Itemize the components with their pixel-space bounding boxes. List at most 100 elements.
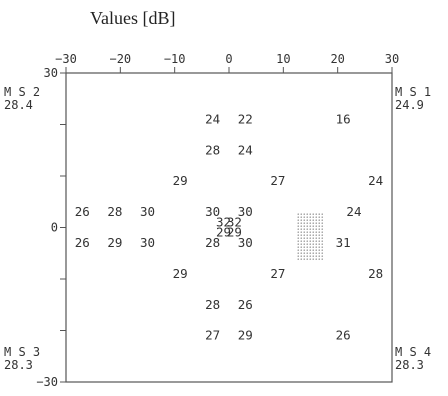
blind-spot-dot	[318, 237, 320, 239]
blind-spot-dot	[300, 228, 302, 230]
blind-spot-dot	[312, 216, 314, 218]
ms3-label: M S 328.3	[4, 345, 40, 372]
blind-spot-dot	[315, 255, 317, 257]
blind-spot-dot	[312, 255, 314, 257]
blind-spot-dot	[315, 225, 317, 227]
blind-spot-dot	[312, 228, 314, 230]
blind-spot-dot	[309, 213, 311, 215]
blind-spot-dot	[312, 246, 314, 248]
threshold-value: 28	[107, 204, 122, 219]
blind-spot-dot	[300, 243, 302, 245]
blind-spot-dot	[321, 213, 323, 215]
blind-spot-dot	[297, 246, 299, 248]
ms2-value: 28.4	[4, 98, 33, 112]
blind-spot-dot	[321, 252, 323, 254]
blind-spot-dot	[300, 216, 302, 218]
blind-spot-dot	[315, 213, 317, 215]
blind-spot-dot	[306, 240, 308, 242]
blind-spot-dot	[297, 249, 299, 251]
blind-spot-dot	[309, 249, 311, 251]
blind-spot-dot	[300, 234, 302, 236]
blind-spot-dot	[309, 225, 311, 227]
blind-spot-dot	[297, 222, 299, 224]
blind-spot-dot	[318, 258, 320, 260]
blind-spot-dot	[306, 249, 308, 251]
blind-spot-dot	[318, 219, 320, 221]
blind-spot-dot	[303, 252, 305, 254]
blind-spot-dot	[306, 225, 308, 227]
blind-spot-dot	[321, 234, 323, 236]
blind-spot-dot	[318, 213, 320, 215]
threshold-value: 27	[205, 328, 220, 343]
blind-spot-dot	[312, 231, 314, 233]
blind-spot-dot	[318, 225, 320, 227]
blind-spot-dot	[309, 222, 311, 224]
blind-spot-dot	[312, 234, 314, 236]
blind-spot-dot	[315, 219, 317, 221]
blind-spot-dot	[303, 249, 305, 251]
blind-spot-dot	[300, 213, 302, 215]
blind-spot-dot	[309, 243, 311, 245]
blind-spot-dot	[318, 246, 320, 248]
blind-spot-dot	[315, 258, 317, 260]
blind-spot-dot	[312, 222, 314, 224]
blind-spot-dot	[303, 216, 305, 218]
blind-spot-dot	[300, 222, 302, 224]
blind-spot-dot	[309, 252, 311, 254]
ms1-value: 24.9	[395, 98, 424, 112]
blind-spot-dot	[300, 255, 302, 257]
blind-spot-dot	[321, 258, 323, 260]
blind-spot-dot	[309, 216, 311, 218]
blind-spot-dot	[303, 243, 305, 245]
threshold-value: 30	[238, 235, 253, 250]
blind-spot-dot	[321, 222, 323, 224]
blind-spot-dot	[315, 243, 317, 245]
blind-spot-dot	[315, 231, 317, 233]
blind-spot-dot	[318, 216, 320, 218]
ms1-label: M S 124.9	[395, 85, 431, 112]
blind-spot-dot	[306, 255, 308, 257]
blind-spot-dot	[303, 258, 305, 260]
blind-spot-dot	[297, 219, 299, 221]
blind-spot-dot	[300, 252, 302, 254]
blind-spot-dot	[297, 258, 299, 260]
blind-spot-dot	[315, 246, 317, 248]
blind-spot-dot	[312, 240, 314, 242]
threshold-value: 29	[173, 173, 188, 188]
ms4-name: M S 4	[395, 345, 431, 359]
blind-spot-dot	[300, 249, 302, 251]
blind-spot-dot	[303, 228, 305, 230]
threshold-value: 26	[75, 204, 90, 219]
threshold-value: 30	[140, 235, 155, 250]
ms4-label: M S 428.3	[395, 345, 431, 372]
threshold-value: 22	[238, 111, 253, 126]
threshold-value: 28	[205, 142, 220, 157]
blind-spot-dot	[297, 231, 299, 233]
blind-spot-dot	[306, 246, 308, 248]
blind-spot-dot	[297, 252, 299, 254]
blind-spot-dot	[300, 225, 302, 227]
threshold-value: 26	[75, 235, 90, 250]
threshold-value: 32	[216, 214, 231, 229]
blind-spot-dot	[297, 240, 299, 242]
blind-spot-dot	[321, 225, 323, 227]
blind-spot-dot	[306, 219, 308, 221]
blind-spot-dot	[300, 237, 302, 239]
blind-spot-dot	[318, 255, 320, 257]
threshold-value: 31	[336, 235, 351, 250]
blind-spot-dot	[309, 219, 311, 221]
y-tick-label: 0	[51, 221, 58, 235]
blind-spot-dot	[321, 219, 323, 221]
blind-spot-dot	[306, 231, 308, 233]
blind-spot-dot	[297, 243, 299, 245]
blind-spot-dot	[303, 240, 305, 242]
blind-spot-dot	[312, 237, 314, 239]
blind-spot-dot	[312, 249, 314, 251]
blind-spot-dot	[306, 222, 308, 224]
threshold-value: 28	[368, 266, 383, 281]
threshold-value: 29	[173, 266, 188, 281]
blind-spot-dot	[303, 213, 305, 215]
x-tick-label: −30	[55, 52, 77, 66]
blind-spot-dot	[309, 234, 311, 236]
blind-spot-dot	[321, 237, 323, 239]
